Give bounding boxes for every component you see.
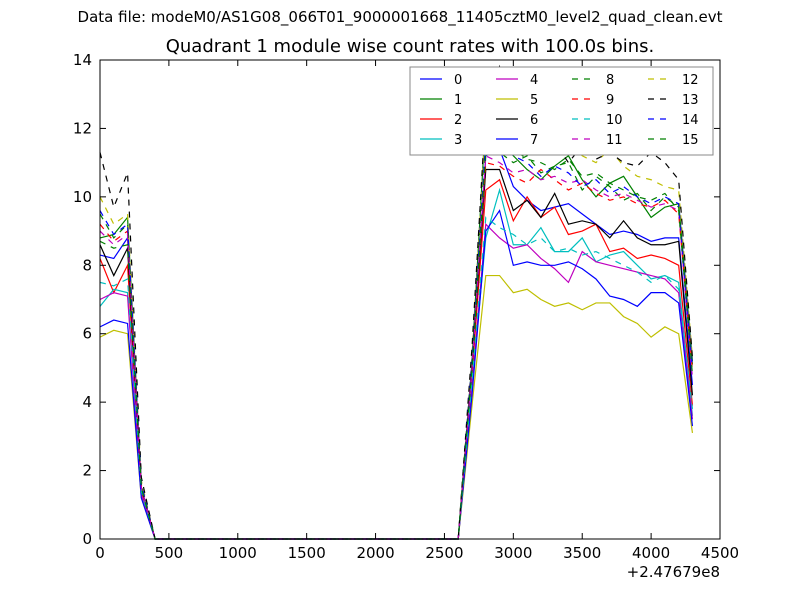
legend-label-9: 9: [606, 93, 614, 108]
x-tick-label: 3500: [563, 544, 601, 562]
legend-label-5: 5: [530, 93, 538, 108]
legend-label-11: 11: [606, 133, 623, 148]
x-tick-label: 2000: [356, 544, 394, 562]
x-tick-label: 4500: [701, 544, 739, 562]
chart-title: Quadrant 1 module wise count rates with …: [165, 36, 655, 57]
x-tick-label: 1000: [219, 544, 257, 562]
legend-label-13: 13: [682, 93, 699, 108]
legend-label-6: 6: [530, 113, 538, 128]
legend-label-8: 8: [606, 73, 614, 88]
legend-label-3: 3: [454, 133, 462, 148]
x-tick-label: 3000: [494, 544, 532, 562]
legend-label-1: 1: [454, 93, 462, 108]
legend-label-0: 0: [454, 73, 462, 88]
y-tick-label: 0: [82, 530, 92, 548]
legend-label-4: 4: [530, 73, 538, 88]
y-tick-label: 8: [82, 256, 92, 274]
y-tick-label: 4: [82, 393, 92, 411]
x-tick-label: 500: [155, 544, 184, 562]
legend-label-15: 15: [682, 133, 699, 148]
x-offset-label: +2.47679e8: [627, 563, 720, 581]
legend-label-12: 12: [682, 73, 699, 88]
legend-box: [409, 66, 714, 156]
legend-label-14: 14: [682, 113, 699, 128]
x-tick-label: 2500: [425, 544, 463, 562]
y-tick-label: 12: [73, 119, 92, 137]
legend-label-2: 2: [454, 113, 462, 128]
legend-label-10: 10: [606, 113, 623, 128]
legend-label-7: 7: [530, 133, 538, 148]
y-tick-label: 10: [73, 188, 92, 206]
figure-suptitle: Data file: modeM0/AS1G08_066T01_90000016…: [77, 8, 723, 26]
y-tick-label: 14: [73, 51, 92, 69]
x-tick-label: 1500: [288, 544, 326, 562]
y-tick-label: 2: [82, 462, 92, 480]
plot-frame: [99, 59, 721, 540]
x-tick-label: 0: [95, 544, 105, 562]
y-tick-label: 6: [82, 325, 92, 343]
axes-layer: 0 500 1000 1500 2000 2500 3000 3500 4000 4500 0 2 4 6…: [73, 51, 739, 581]
x-tick-label: 4000: [632, 544, 670, 562]
